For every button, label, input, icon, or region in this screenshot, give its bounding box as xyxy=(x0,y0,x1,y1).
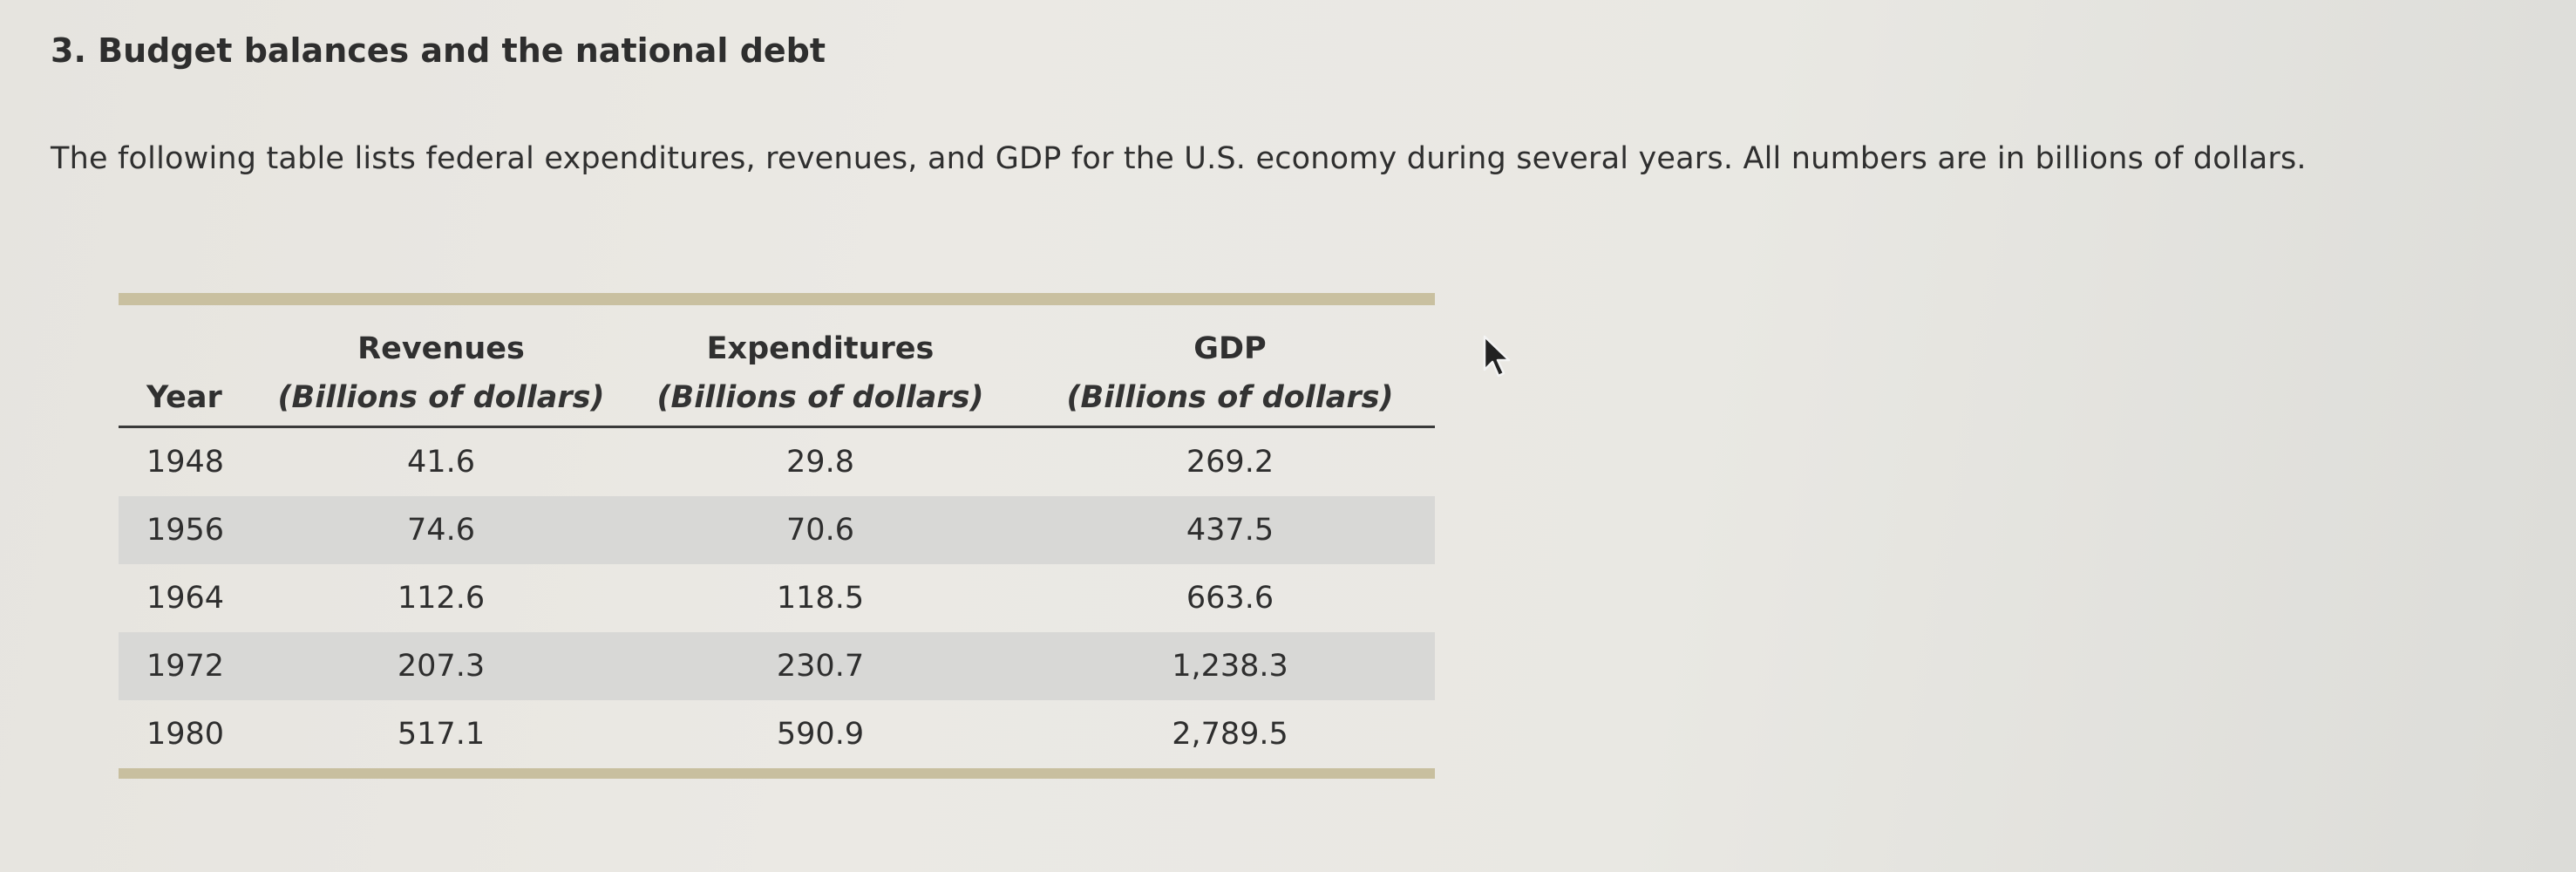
cell-revenues: 112.6 xyxy=(397,581,486,616)
cell-year: 1980 xyxy=(146,717,225,752)
header-row-units: Year (Billions of dollars) (Billions of … xyxy=(119,370,1435,428)
header-expenditures-unit: (Billions of dollars) xyxy=(615,370,1025,428)
budget-table-container: Revenues Expenditures GDP Year (Billions… xyxy=(119,293,1435,779)
table-row: 1948 41.6 29.8 269.2 xyxy=(119,427,1435,497)
arrow-cursor-icon xyxy=(1483,335,1511,378)
section-heading: 3. Budget balances and the national debt xyxy=(51,31,826,70)
cell-expenditures: 590.9 xyxy=(776,717,865,752)
header-expenditures: Expenditures xyxy=(706,331,935,366)
intro-text: The following table lists federal expend… xyxy=(51,141,2307,176)
cell-gdp: 269.2 xyxy=(1186,445,1274,480)
cell-year: 1956 xyxy=(119,496,267,564)
table-top-rule xyxy=(119,293,1435,305)
cell-revenues: 74.6 xyxy=(267,496,615,564)
header-year: Year xyxy=(119,370,267,428)
table-row: 1972 207.3 230.7 1,238.3 xyxy=(119,632,1435,700)
cell-year: 1964 xyxy=(146,581,225,616)
cell-revenues: 207.3 xyxy=(267,632,615,700)
cell-expenditures: 230.7 xyxy=(615,632,1025,700)
cell-expenditures: 29.8 xyxy=(786,445,854,480)
header-gdp-unit: (Billions of dollars) xyxy=(1025,370,1435,428)
table-row: 1980 517.1 590.9 2,789.5 xyxy=(119,700,1435,768)
header-revenues: Revenues xyxy=(357,331,525,366)
cell-revenues: 517.1 xyxy=(397,717,486,752)
cell-revenues: 41.6 xyxy=(407,445,475,480)
table-row: 1964 112.6 118.5 663.6 xyxy=(119,564,1435,632)
cell-year: 1948 xyxy=(146,445,225,480)
cell-gdp: 663.6 xyxy=(1186,581,1274,616)
header-revenues-unit: (Billions of dollars) xyxy=(267,370,615,428)
header-year-spacer xyxy=(119,305,267,370)
cell-expenditures: 70.6 xyxy=(615,496,1025,564)
cell-year: 1972 xyxy=(119,632,267,700)
cell-expenditures: 118.5 xyxy=(776,581,865,616)
budget-table: Revenues Expenditures GDP Year (Billions… xyxy=(119,305,1435,768)
cell-gdp: 1,238.3 xyxy=(1025,632,1435,700)
header-row-titles: Revenues Expenditures GDP xyxy=(119,305,1435,370)
table-bottom-rule xyxy=(119,768,1435,779)
cell-gdp: 437.5 xyxy=(1025,496,1435,564)
table-row: 1956 74.6 70.6 437.5 xyxy=(119,496,1435,564)
cell-gdp: 2,789.5 xyxy=(1172,717,1288,752)
header-gdp: GDP xyxy=(1193,331,1267,366)
